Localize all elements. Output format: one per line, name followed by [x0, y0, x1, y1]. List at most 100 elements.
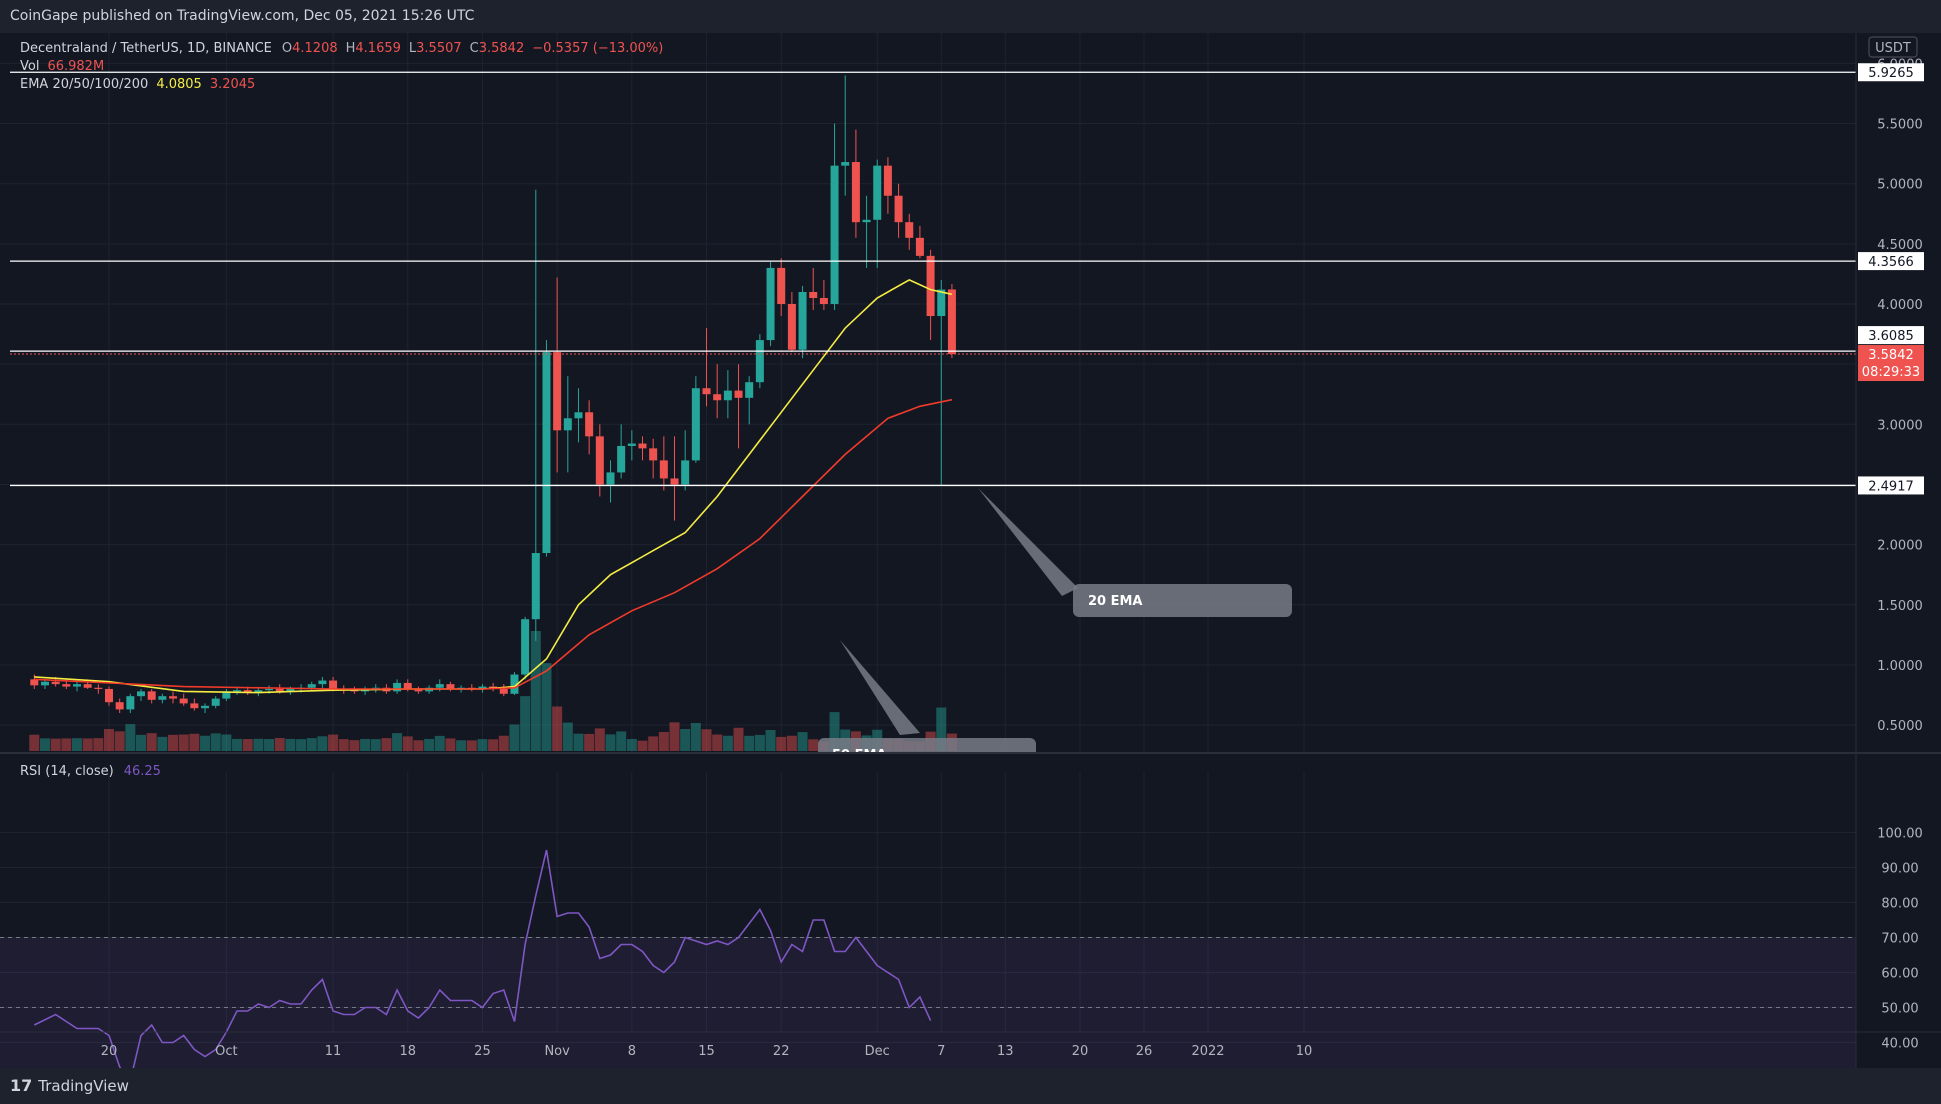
price-tick-label: 5.0000	[1877, 178, 1923, 193]
candle-body	[873, 165, 882, 220]
candle-body	[894, 195, 903, 223]
ema-lines	[34, 279, 953, 694]
candle-body	[147, 691, 156, 700]
time-axis[interactable]: 20 Oct 11 18 25 Nov 8 15 22 Dec 7 13 20 26 2022 10	[101, 1044, 1313, 1059]
price-tick-label: 1.5000	[1877, 599, 1923, 614]
volume-bar	[168, 734, 179, 751]
candle-body	[275, 688, 284, 692]
horizontal-levels[interactable]	[10, 71, 1856, 487]
time-tick-label: 22	[773, 1044, 790, 1059]
volume-bar	[178, 734, 189, 751]
rsi-tick-label: 60.00	[1881, 967, 1918, 982]
volume-bar	[242, 739, 253, 751]
rsi-pane-header-bg	[0, 754, 1856, 772]
candle-body	[830, 165, 839, 304]
candle-body	[115, 702, 124, 710]
candle-body	[798, 291, 807, 350]
level-price-badge	[1858, 476, 1924, 495]
volume-bar	[520, 696, 531, 751]
legend-ema[interactable]: EMA 20/50/100/200 4.0805 3.2045	[20, 77, 255, 92]
candle-body	[222, 691, 231, 699]
candle-body	[158, 696, 167, 700]
time-tick-label: 10	[1296, 1044, 1313, 1059]
trading-chart[interactable]: 20 EMA50 EMA 0.50001.00001.50002.00002.5…	[0, 33, 1941, 1068]
volume-bar	[274, 738, 285, 751]
candle-body	[926, 255, 935, 317]
candle-body	[723, 390, 732, 401]
volume-bar	[754, 734, 765, 751]
candle-body	[755, 340, 764, 383]
candle-body	[542, 352, 551, 554]
volume-bar	[456, 740, 467, 751]
volume-bar	[797, 732, 808, 751]
legend-symbol[interactable]: Decentraland / TetherUS, 1D, BINANCE O4.1…	[20, 41, 663, 56]
volume-bar	[573, 733, 584, 751]
candle-body	[606, 472, 615, 485]
candle-body	[947, 289, 956, 355]
volume-bar	[605, 734, 616, 751]
volume-bar	[712, 734, 723, 751]
candle-body	[126, 696, 135, 710]
annotations: 20 EMA50 EMA	[0, 488, 1856, 772]
legend-rsi[interactable]: RSI (14, close) 46.25	[20, 764, 161, 779]
volume-bar	[317, 736, 328, 751]
volume-bar	[648, 736, 659, 751]
candle-body	[179, 698, 188, 704]
candle-body	[307, 684, 316, 688]
candle-body	[265, 688, 274, 691]
currency-badge[interactable]	[1868, 36, 1918, 58]
candlesticks[interactable]	[30, 75, 956, 714]
last-price-badge	[1858, 345, 1924, 382]
candle-body	[745, 382, 754, 398]
volume-bar	[541, 663, 552, 751]
candle-body	[446, 684, 455, 689]
time-tick-label: 20	[1072, 1044, 1089, 1059]
volume-bar	[488, 739, 499, 751]
volume-bar	[413, 740, 424, 751]
rsi-axis[interactable]: 30.0040.0050.0060.0070.0080.0090.00100.0…	[1877, 827, 1923, 1069]
volume-bar	[722, 735, 733, 751]
time-tick-label: 20	[101, 1044, 118, 1059]
candle-body	[62, 684, 71, 687]
volume-bar	[509, 724, 520, 751]
candle-body	[851, 162, 860, 223]
candle-body	[318, 680, 327, 685]
candle-body	[414, 688, 423, 692]
time-tick-label: 25	[474, 1044, 491, 1059]
volume-bar	[221, 734, 232, 751]
rsi-tick-label: 50.00	[1881, 1002, 1918, 1017]
volume-bar	[637, 740, 648, 751]
rsi-band	[0, 937, 1856, 1068]
candle-body	[233, 690, 242, 692]
volume-bar	[530, 631, 541, 751]
ema20-callout-pointer	[978, 488, 1078, 596]
candle-body	[841, 162, 850, 166]
candle-body	[691, 388, 700, 461]
ema20-callout	[1073, 584, 1292, 617]
volume-bar	[381, 738, 392, 751]
volume-bar	[93, 738, 104, 751]
volume-bar	[744, 735, 755, 751]
time-tick-label: 15	[698, 1044, 715, 1059]
publish-header: CoinGape published on TradingView.com, D…	[0, 0, 1941, 33]
candle-body	[521, 619, 530, 675]
candle-body	[766, 267, 775, 341]
volume-bar	[477, 739, 488, 751]
tradingview-logo[interactable]: 17 TradingView	[10, 1076, 129, 1095]
publish-info: CoinGape published on TradingView.com, D…	[10, 8, 475, 24]
volume-bar	[306, 738, 317, 751]
volume-bar	[808, 739, 819, 751]
volume-bar	[466, 740, 477, 751]
candle-body	[105, 688, 113, 703]
volume-bar	[157, 736, 168, 751]
candle-body	[585, 412, 594, 437]
legend-volume[interactable]: Vol 66.982M	[20, 59, 104, 74]
rsi-tick-label: 70.00	[1881, 932, 1918, 947]
candle-body	[713, 394, 722, 401]
volume-bar	[39, 738, 50, 751]
candle-body	[937, 289, 946, 317]
volume-bar	[136, 734, 147, 751]
volume-bar	[146, 733, 157, 751]
time-tick-label: 18	[399, 1044, 416, 1059]
candle-body	[94, 687, 103, 689]
